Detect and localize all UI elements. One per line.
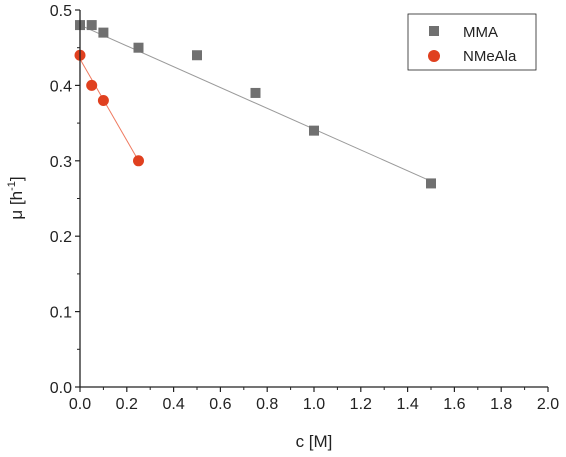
- legend-box: [407, 13, 537, 71]
- y-tick-label-2: 0.2: [50, 229, 72, 246]
- point-nmeala-1: [86, 79, 98, 91]
- fit-line-mma: [79, 24, 432, 182]
- y-tick-label-1: 0.1: [50, 305, 72, 322]
- x-tick-label-6: 1.2: [350, 396, 372, 413]
- point-mma-6: [309, 125, 319, 136]
- x-axis-title: c [M]: [296, 432, 333, 451]
- x-tick-label-7: 1.4: [396, 396, 418, 413]
- legend-label-mma: MMA: [463, 24, 498, 41]
- y-axis-title-close: ]: [7, 176, 26, 181]
- point-mma-3: [133, 42, 144, 53]
- fit-line-nmeala: [79, 58, 139, 162]
- ticks: 0.0 0.2 0.4 0.6 0.8 1.0 1.2 1.4 1.6 1.8 2.0 0.0 0.1 0…: [50, 3, 559, 413]
- x-tick-label-5: 1.0: [303, 396, 325, 413]
- legend-marker-nmeala: [428, 50, 440, 62]
- y-axis-title-sup: -1: [6, 181, 18, 191]
- y-tick-label-4: 0.4: [50, 78, 72, 95]
- point-mma-5: [250, 87, 261, 98]
- x-tick-label-1: 0.2: [116, 396, 138, 413]
- point-nmeala-2: [97, 94, 109, 106]
- y-axis-title-main: μ [h: [7, 191, 26, 220]
- data-points: [74, 20, 436, 189]
- fit-lines: [79, 24, 432, 182]
- x-tick-label-3: 0.6: [209, 396, 231, 413]
- point-mma-2: [98, 27, 109, 38]
- y-axis-title: μ [h-1]: [6, 176, 26, 219]
- point-mma-7: [426, 178, 436, 189]
- y-tick-label-0: 0.0: [50, 380, 72, 397]
- x-tick-label-8: 1.6: [443, 396, 465, 413]
- legend-marker-mma: [429, 26, 439, 36]
- x-tick-label-2: 0.4: [162, 396, 184, 413]
- legend: MMA NMeAla: [407, 13, 537, 71]
- x-tick-label-4: 0.8: [256, 396, 278, 413]
- y-tick-label-5: 0.5: [50, 3, 72, 20]
- legend-label-nmeala: NMeAla: [463, 48, 517, 65]
- point-mma-1: [86, 20, 97, 31]
- point-nmeala-3: [133, 155, 144, 167]
- y-tick-label-3: 0.3: [50, 154, 72, 171]
- x-tick-label-0: 0.0: [69, 396, 91, 413]
- x-tick-label-9: 1.8: [490, 396, 512, 413]
- point-mma-4: [192, 50, 202, 61]
- x-tick-label-10: 2.0: [537, 396, 559, 413]
